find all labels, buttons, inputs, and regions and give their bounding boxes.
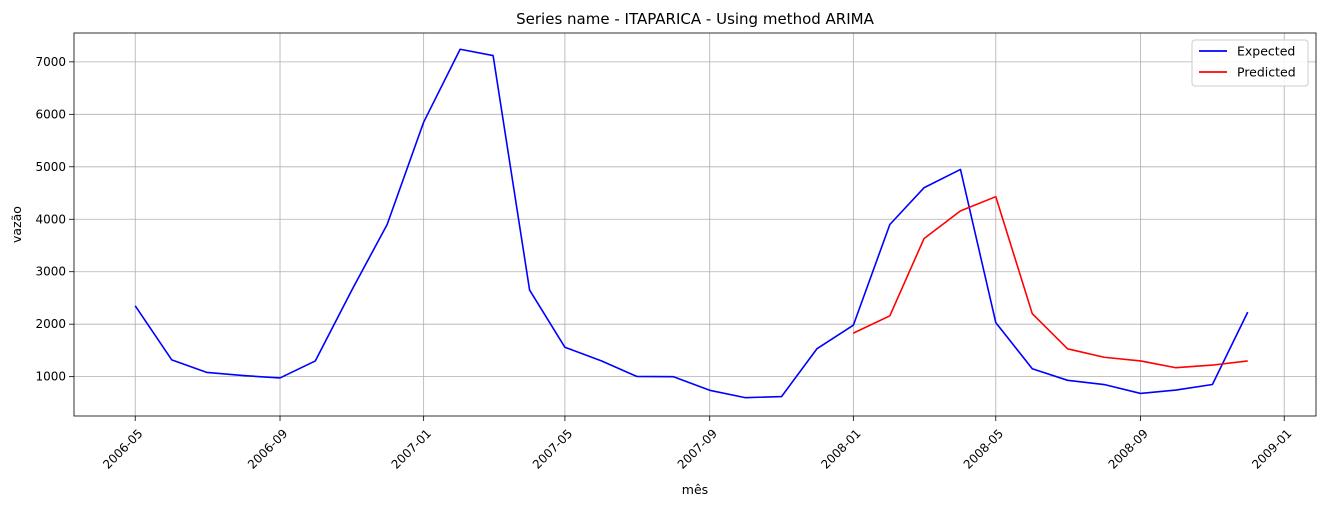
legend-label-expected: Expected (1237, 44, 1295, 59)
plot-frame (73, 32, 1317, 417)
y-tick-label: 3000 (35, 265, 66, 279)
y-tick-label: 1000 (35, 370, 66, 384)
y-tick-label: 2000 (35, 317, 66, 331)
y-tick-label: 7000 (35, 55, 66, 69)
series-line-expected (134, 48, 1249, 399)
legend-label-predicted: Predicted (1237, 65, 1296, 80)
x-axis-label: mês (682, 482, 708, 497)
series-lines (134, 48, 1249, 399)
y-tick-label: 6000 (35, 107, 66, 121)
legend: Expected Predicted (1191, 39, 1309, 87)
chart-title: Series name - ITAPARICA - Using method A… (516, 10, 874, 28)
y-tick-label: 4000 (35, 212, 66, 226)
series-line-predicted (852, 195, 1248, 369)
grid-lines (74, 33, 1316, 416)
y-axis-label: vazão (9, 206, 24, 243)
y-tick-label: 5000 (35, 160, 66, 174)
